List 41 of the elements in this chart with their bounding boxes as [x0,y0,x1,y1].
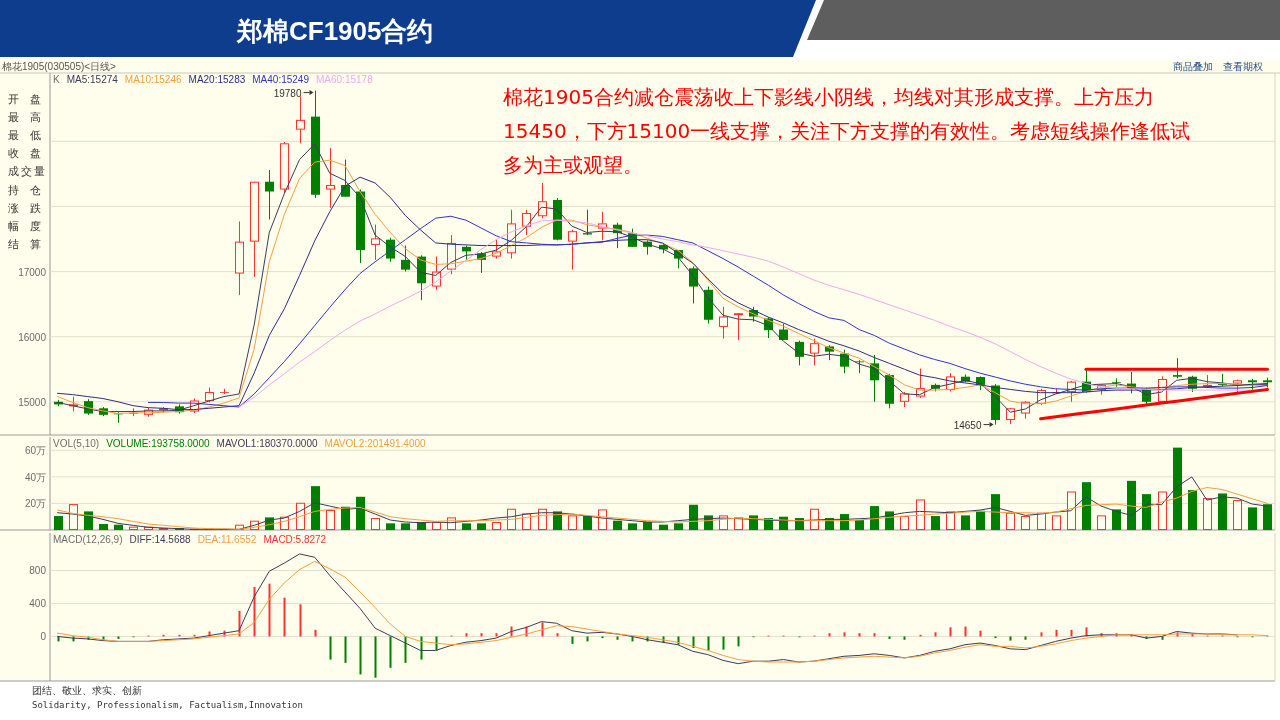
annotation: 结算 [8,237,52,250]
y-tick-label: 60万 [24,445,46,457]
text: VOLUME:193758.0000 [106,438,210,449]
text: 团结、敬业、求实、创新 [32,685,142,696]
y-tick-label: 400 [29,598,47,610]
text: MAVOL2:201491.4000 [324,438,426,449]
y-tick-label: 16000 [18,331,47,343]
y-tick-label: 0 [40,631,47,643]
text: MA5:15274 [66,74,119,85]
annotation: 14650 [953,419,982,431]
annotation: 幅度 [8,219,52,232]
text: MA20:15283 [188,74,246,85]
text: MA10:15246 [124,74,182,85]
text: DIFF:14.5688 [129,534,192,545]
y-tick-label: 20万 [24,498,46,510]
y-tick-label: 15000 [18,396,47,408]
text: DEA:11.6552 [197,534,257,545]
text: MAVOL1:180370.0000 [216,438,318,449]
annotation: 开盘 [8,93,52,105]
chart-title: VOL(5,10) [53,438,100,449]
annotation: 持仓 [8,183,52,196]
annotation: 棉花1905合约减仓震荡收上下影线小阴线，均线对其形成支撑。上方压力15450，下方15100一线支撑，关注下方支撑的有效性。考虑短线操作逢低试多为主或观望。 [503,85,1191,177]
text: 商品叠加 [1173,61,1213,72]
annotation: 涨跌 [8,201,52,214]
chart-title: MACD(12,26,9) [53,534,123,545]
annotation: K [53,74,60,85]
y-tick-label: 40万 [24,471,46,483]
chart-subtitle: 棉花1905(030505)<日线> [2,61,117,72]
text: 成交量 [8,165,47,178]
text: Solidarity, Professionalism, Factualism,Innovation [32,700,303,710]
annotation: 最高 [8,111,52,124]
annotation: 收盘 [8,147,52,160]
chart-title: 郑棉CF1905合约 [236,16,434,46]
annotation: 最低 [8,129,52,142]
text: 查看期权 [1223,61,1263,72]
y-tick-label: 800 [29,565,47,577]
text: MA60:15178 [315,74,374,85]
text: MA40:15249 [252,74,310,85]
annotation: 19780 [273,87,302,99]
y-tick-label: 17000 [18,266,47,278]
text: MACD:5.8272 [263,534,327,545]
